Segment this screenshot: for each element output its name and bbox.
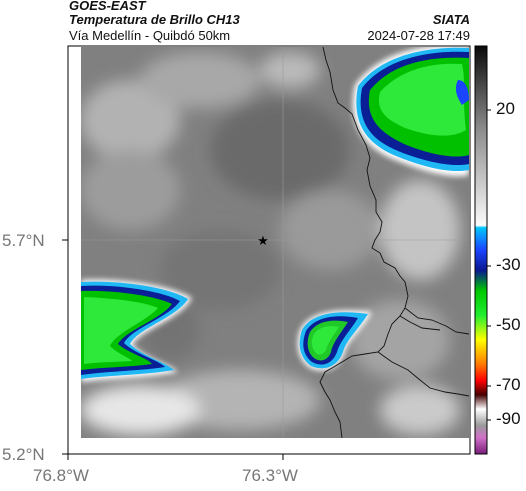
colorbar-tick-label: -70 [496, 375, 521, 394]
boundary-line [319, 47, 409, 438]
cloud-texture [81, 52, 460, 435]
colorbar [474, 45, 491, 455]
boundary-line [399, 315, 441, 331]
colorbar-tick-label: -30 [496, 255, 521, 274]
convective-cell-west [81, 279, 192, 382]
convective-cell-center [297, 310, 372, 371]
satellite-title: GOES-EAST [69, 0, 146, 13]
product-title: Temperatura de Brillo CH13 [69, 12, 240, 27]
lat-label: 5.2°N [2, 445, 45, 464]
lon-label: 76.3°W [242, 466, 298, 485]
org-label: SIATA [432, 12, 470, 27]
boundary-line [377, 351, 469, 397]
convective-cell-northeast [352, 47, 469, 177]
lat-label: 5.7°N [2, 231, 45, 250]
timestamp-label: 2024-07-28 17:49 [367, 28, 470, 43]
star-icon: ★ [257, 234, 269, 249]
colorbar-tick-label: -50 [496, 315, 521, 334]
boundary-line [404, 307, 469, 335]
colorbar-tick-label: -90 [496, 409, 521, 428]
region-subtitle: Vía Medellín - Quibdó 50km [69, 28, 231, 43]
colorbar-tick-label: 20 [496, 99, 515, 118]
lon-label: 76.8°W [33, 466, 89, 485]
